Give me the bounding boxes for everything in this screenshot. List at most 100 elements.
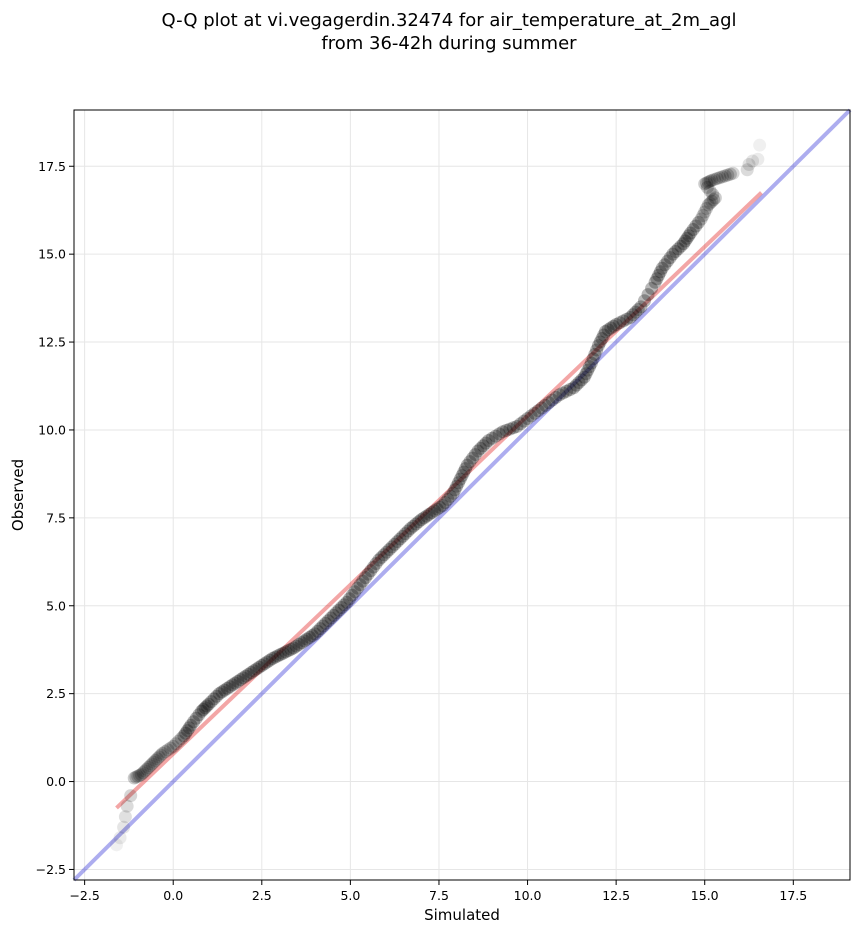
quantile-point (177, 729, 191, 743)
quantile-point (207, 692, 221, 706)
quantile-point (212, 687, 226, 701)
quantile-point (482, 434, 496, 448)
quantile-point (300, 632, 314, 646)
quantile-point (182, 721, 196, 735)
quantile-point (542, 396, 556, 410)
quantile-point (616, 314, 630, 328)
quantile-point (567, 381, 581, 395)
quantile-point (671, 242, 685, 256)
quantile-point (641, 288, 655, 302)
quantile-point (590, 343, 604, 357)
quantile-point (705, 173, 719, 187)
y-tick-label: 0.0 (46, 774, 66, 789)
quantile-point (535, 401, 549, 415)
x-tick-label: 2.5 (252, 888, 272, 903)
quantile-point (658, 258, 672, 272)
quantile-point (372, 553, 386, 567)
quantile-point (686, 223, 700, 237)
quantile-point (180, 724, 194, 738)
quantile-point (506, 421, 520, 435)
quantile-point (401, 524, 415, 538)
x-tick-label: 7.5 (429, 888, 449, 903)
x-tick-label: 5.0 (340, 888, 360, 903)
quantile-point (588, 347, 602, 361)
quantile-point (430, 502, 444, 516)
quantile-point (265, 651, 279, 665)
quantile-point (560, 384, 574, 398)
quantile-point (595, 332, 609, 346)
quantile-point (223, 680, 237, 694)
quantile-point (198, 701, 212, 715)
y-tick-label: 17.5 (38, 159, 66, 174)
x-tick-label: 17.5 (779, 888, 807, 903)
quantile-point (236, 671, 250, 685)
quantile-point (740, 163, 754, 177)
quantile-point (390, 535, 404, 549)
quantile-point (133, 768, 147, 782)
y-axis-label: Observed (9, 459, 27, 531)
quantile-point (412, 515, 426, 529)
quantile-point (597, 328, 611, 342)
quantile-point (260, 655, 274, 669)
quantile-point (538, 398, 552, 412)
quantile-point (428, 504, 442, 518)
quantile-point (479, 436, 493, 450)
quantile-point (441, 492, 455, 506)
quantile-point (295, 636, 309, 650)
quantile-point (321, 614, 335, 628)
quantile-point (127, 771, 141, 785)
quantile-point (700, 180, 714, 194)
quantile-point (689, 219, 703, 233)
quantile-point (521, 412, 535, 426)
quantile-point (164, 741, 178, 755)
quantile-point (147, 755, 161, 769)
quantile-point (531, 404, 545, 418)
quantile-point (417, 511, 431, 525)
quantile-point (353, 578, 367, 592)
quantile-point (422, 507, 436, 521)
quantile-point (485, 431, 499, 445)
quantile-point (446, 486, 460, 500)
chart-title: Q-Q plot at vi.vegagerdin.32474 for air_… (162, 10, 737, 31)
quantile-point (591, 339, 605, 353)
quantile-point (623, 310, 637, 324)
quantile-point (292, 637, 306, 651)
quantile-point (226, 678, 240, 692)
quantile-point (634, 300, 648, 314)
quantile-point (179, 726, 193, 740)
quantile-point (620, 312, 634, 326)
x-axis-label: Simulated (424, 906, 500, 924)
quantile-point (239, 669, 253, 683)
quantile-point (723, 167, 737, 181)
quantile-point (631, 303, 645, 317)
quantile-point (563, 383, 577, 397)
quantile-point (676, 237, 690, 251)
quantile-point (661, 254, 675, 268)
quantile-point (718, 169, 732, 183)
quantile-point (273, 648, 287, 662)
quantile-point (668, 245, 682, 259)
quantile-point (161, 743, 175, 757)
quantile-point (503, 422, 517, 436)
quantile-point (438, 495, 452, 509)
plot-frame (73, 109, 851, 881)
quantile-point (696, 208, 710, 222)
quantile-point (524, 409, 538, 423)
quantile-point (708, 191, 722, 205)
quantile-point (443, 489, 457, 503)
quantile-point (593, 335, 607, 349)
quantile-point (609, 317, 623, 331)
quantile-point (388, 537, 402, 551)
quantile-point (459, 462, 473, 476)
quantile-point (113, 831, 127, 845)
quantile-point (694, 212, 708, 226)
quantile-point (698, 177, 712, 191)
quantile-point (655, 261, 669, 275)
quantile-point (342, 592, 356, 606)
quantile-point (220, 681, 234, 695)
quantile-point (396, 529, 410, 543)
quantile-point (549, 390, 563, 404)
quantile-point (234, 673, 248, 687)
quantile-point (528, 406, 542, 420)
y-axis-ticks: −2.5 0.0 2.5 5.0 7.5 10.0 12.5 15.0 17.5 (36, 159, 74, 877)
